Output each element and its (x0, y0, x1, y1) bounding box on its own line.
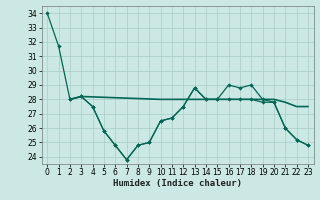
X-axis label: Humidex (Indice chaleur): Humidex (Indice chaleur) (113, 179, 242, 188)
